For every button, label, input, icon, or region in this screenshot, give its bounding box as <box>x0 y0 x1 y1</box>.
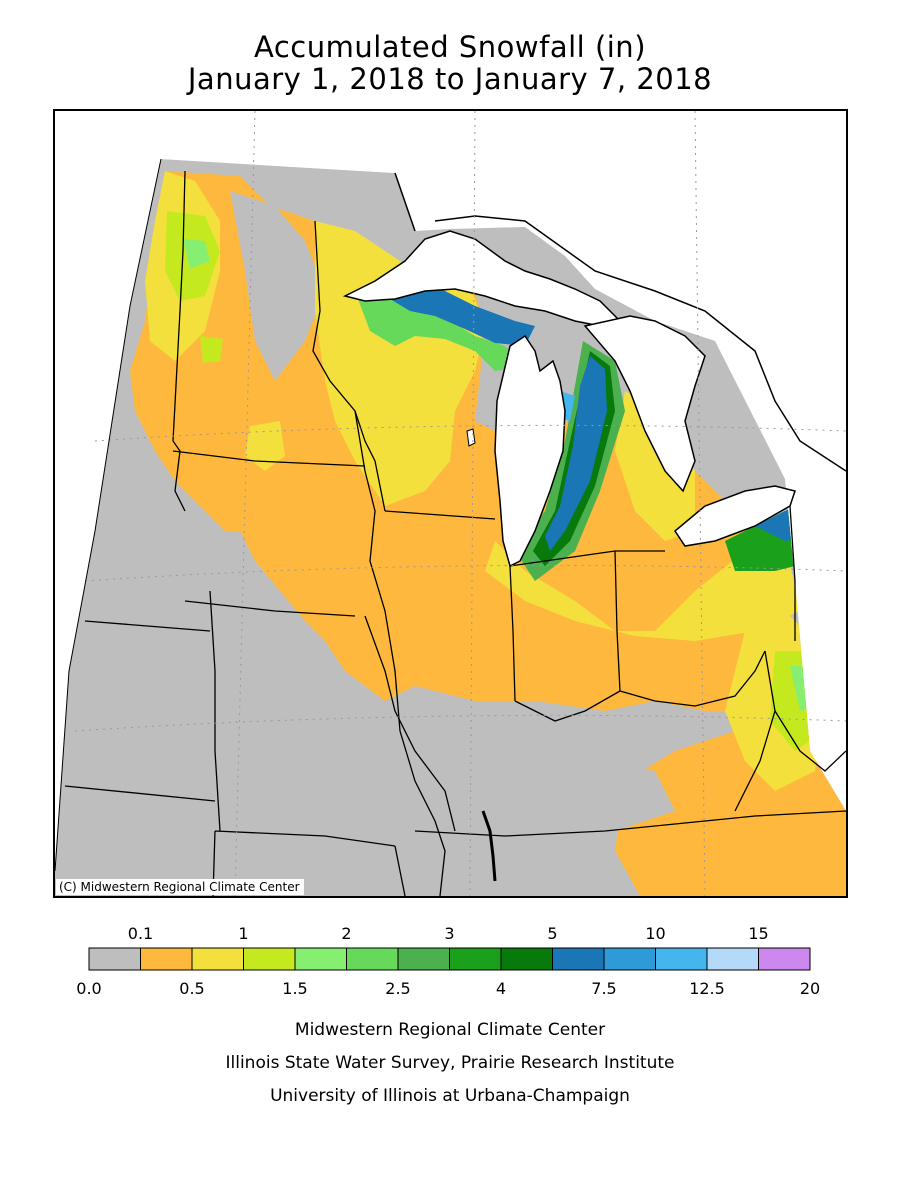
legend-swatch <box>552 947 605 971</box>
legend-bottom-label: 0.0 <box>76 979 101 998</box>
kentucky-lake <box>481 810 497 882</box>
ks-ok-border <box>64 785 216 802</box>
map-date-range: January 1, 2018 to January 7, 2018 <box>187 62 713 96</box>
ar-ms-border <box>394 845 406 896</box>
lake-winnebago <box>466 428 476 447</box>
sd-ia-border <box>172 440 186 512</box>
legend-top-label: 0.1 <box>128 924 153 943</box>
yellow-zone-sw-spot <box>245 421 285 471</box>
legend-swatch <box>243 947 296 971</box>
legend-swatch <box>191 947 244 971</box>
il-mo-border <box>364 615 456 832</box>
snowfall-map: (C) Midwestern Regional Climate Center <box>53 109 848 898</box>
wv-va-border <box>774 710 846 772</box>
ia-mo-border <box>184 600 356 617</box>
legend-top-labels: 0.1 1 2 3 5 10 15 <box>128 924 769 943</box>
legend-top-label: 15 <box>748 924 768 943</box>
light-green-west <box>183 239 210 269</box>
lake-michigan <box>494 334 566 568</box>
legend-top-label: 2 <box>341 924 351 943</box>
region-edge <box>55 158 162 872</box>
legend-swatch <box>88 947 141 971</box>
legend-swatch <box>655 947 708 971</box>
legend-swatch <box>706 947 759 971</box>
credit-mrcc: Midwestern Regional Climate Center <box>294 1020 606 1040</box>
legend-top-label: 3 <box>444 924 454 943</box>
legend-top-label: 5 <box>547 924 557 943</box>
legend-bottom-label: 1.5 <box>282 979 307 998</box>
credit-uiuc: University of Illinois at Urbana-Champai… <box>270 1086 630 1106</box>
in-oh-border <box>614 550 621 692</box>
map-copyright: (C) Midwestern Regional Climate Center <box>56 879 304 895</box>
legend-swatch <box>603 947 656 971</box>
legend-swatches <box>88 947 811 971</box>
mn-ia-border <box>172 450 366 467</box>
lake-superior <box>342 230 621 330</box>
mi-in-oh-border <box>509 550 665 567</box>
mn-wi-border <box>312 220 386 512</box>
lake-erie <box>674 485 796 547</box>
mississippi-river <box>354 410 446 896</box>
legend-bottom-label: 7.5 <box>591 979 616 998</box>
legend-bottom-labels: 0.0 0.5 1.5 2.5 4 7.5 12.5 20 <box>76 979 820 998</box>
legend-bottom-label: 4 <box>496 979 506 998</box>
wi-il-border <box>384 510 496 520</box>
snowfall-map-canvas <box>55 111 846 896</box>
canada-land <box>161 111 846 471</box>
legend-swatch <box>449 947 502 971</box>
in-ky-border <box>514 690 621 722</box>
color-legend: 0.1 1 2 3 5 10 15 0.0 0.5 1.5 2.5 4 7.5 12.5 20 <box>76 924 820 998</box>
ks-mo-border <box>209 590 221 832</box>
oh-ky-border <box>619 650 766 707</box>
gray-zone-west-interior <box>230 191 325 381</box>
legend-top-label: 1 <box>238 924 248 943</box>
ky-tn-border <box>414 810 846 837</box>
legend-swatch <box>397 947 450 971</box>
lake-huron <box>583 315 706 493</box>
legend-bottom-label: 2.5 <box>385 979 410 998</box>
nd-mn-border <box>172 170 186 442</box>
canada-coastline <box>394 172 846 472</box>
graticule <box>74 111 846 896</box>
legend-swatch <box>140 947 193 971</box>
legend-swatch <box>346 947 399 971</box>
gray-zone-sw <box>55 441 675 831</box>
legend-bottom-label: 20 <box>800 979 820 998</box>
legend-top-label: 10 <box>645 924 665 943</box>
legend-bottom-label: 12.5 <box>689 979 725 998</box>
yellow-zone-lake-michigan-south <box>485 541 800 641</box>
superior-snowbelt-blue <box>385 286 535 346</box>
map-title: Accumulated Snowfall (in) <box>253 30 647 64</box>
pa-oh-border <box>789 505 796 641</box>
legend-bottom-label: 0.5 <box>179 979 204 998</box>
michigan-snowbelt-blue <box>545 356 607 551</box>
lime-zone-west-small <box>200 336 223 363</box>
oh-wv-border <box>734 650 776 812</box>
il-in-border <box>509 565 516 702</box>
legend-swatch <box>758 947 811 971</box>
legend-swatch <box>500 947 553 971</box>
yellow-zone-lower-mich <box>615 391 695 541</box>
ne-ks-border <box>84 620 211 632</box>
state-borders <box>64 170 846 896</box>
mo-ar-border <box>214 830 396 847</box>
superior-snowbelt-green <box>355 286 525 371</box>
credit-isws: Illinois State Water Survey, Prairie Res… <box>225 1053 675 1073</box>
legend-swatch <box>294 947 347 971</box>
